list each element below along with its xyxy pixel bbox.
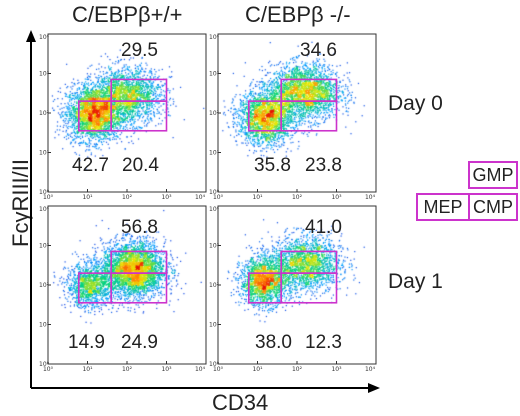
gate-gmp	[110, 78, 168, 102]
gate-pct-gmp: 41.0	[305, 217, 342, 238]
x-tick-label: 10¹	[82, 194, 93, 200]
x-tick-label: 10³	[161, 366, 172, 372]
x-tick-label: 10⁰	[213, 194, 224, 200]
row-label-day1: Day 1	[388, 270, 443, 293]
y-tick-label: 10⁰	[39, 189, 50, 196]
plot-frame	[217, 33, 377, 193]
gate-gmp	[280, 250, 338, 274]
x-axis-arrowhead	[368, 383, 380, 393]
y-tick-label: 10³	[39, 243, 50, 250]
density-scatter	[38, 200, 210, 372]
y-tick-label: 10²	[39, 110, 50, 117]
x-tick-label: 10⁴	[195, 194, 206, 200]
plot-ko-day1: 10⁰ 10⁰ 10¹ 10¹ 10² 10² 10³ 10³ 10⁴ 10⁴	[208, 200, 380, 372]
density-scatter	[38, 28, 210, 200]
x-tick-label: 10³	[331, 194, 342, 200]
y-tick-label: 10⁴	[39, 34, 50, 41]
y-tick-label: 10⁰	[209, 361, 220, 368]
density-scatter	[208, 200, 380, 372]
gate-mep	[78, 272, 113, 304]
y-tick-label: 10¹	[209, 150, 220, 157]
y-tick-label: 10⁰	[209, 189, 220, 196]
row-label-day0: Day 0	[388, 92, 443, 115]
gate-pct-gmp: 34.6	[300, 40, 337, 61]
plot-wt-day0: 10⁰ 10⁰ 10¹ 10¹ 10² 10² 10³ 10³ 10⁴ 10⁴	[38, 28, 210, 200]
x-tick-label: 10¹	[82, 366, 93, 372]
x-tick-label: 10²	[292, 194, 303, 200]
gate-pct-cmp: 12.3	[305, 332, 342, 353]
gate-mep	[248, 100, 283, 132]
gate-mep	[78, 100, 113, 132]
x-tick-label: 10¹	[252, 366, 263, 372]
x-tick-label: 10⁰	[213, 366, 224, 372]
gate-pct-cmp: 24.9	[121, 332, 158, 353]
gate-pct-cmp: 20.4	[122, 155, 159, 176]
y-tick-label: 10¹	[209, 322, 220, 329]
y-axis-arrowhead	[26, 30, 36, 42]
y-tick-label: 10²	[209, 282, 220, 289]
gate-pct-gmp: 29.5	[121, 40, 158, 61]
legend-gmp: GMP	[468, 161, 518, 189]
x-axis-label: CD34	[212, 390, 269, 415]
gate-gmp	[280, 78, 338, 102]
x-tick-label: 10⁰	[43, 366, 54, 372]
y-tick-label: 10³	[39, 71, 50, 78]
gate-pct-mep: 38.0	[255, 332, 292, 353]
y-tick-label: 10⁴	[39, 206, 50, 213]
x-tick-label: 10⁰	[43, 194, 54, 200]
y-tick-label: 10³	[209, 243, 220, 250]
y-tick-label: 10¹	[39, 150, 50, 157]
y-tick-label: 10³	[209, 71, 220, 78]
legend-cmp: CMP	[468, 193, 518, 221]
gate-cmp	[280, 100, 338, 132]
x-tick-label: 10³	[331, 366, 342, 372]
column-title-wildtype: C/EBPβ+/+	[72, 2, 183, 27]
x-tick-label: 10²	[122, 194, 133, 200]
y-tick-label: 10⁴	[209, 34, 220, 41]
gate-cmp	[110, 100, 168, 132]
gate-gmp	[110, 250, 168, 274]
x-tick-label: 10⁴	[365, 366, 376, 372]
gate-mep	[248, 272, 283, 304]
y-tick-label: 10¹	[39, 322, 50, 329]
gate-pct-mep: 14.9	[68, 332, 105, 353]
x-tick-label: 10²	[122, 366, 133, 372]
gate-pct-gmp: 56.8	[121, 217, 158, 238]
x-tick-label: 10¹	[252, 194, 263, 200]
y-tick-label: 10⁴	[209, 206, 220, 213]
density-scatter	[208, 28, 380, 200]
plot-frame	[217, 205, 377, 365]
gate-cmp	[280, 272, 338, 304]
legend-mep: MEP	[416, 193, 470, 221]
x-tick-label: 10⁴	[365, 194, 376, 200]
y-tick-label: 10⁰	[39, 361, 50, 368]
gate-pct-mep: 42.7	[72, 155, 109, 176]
column-title-knockout: C/EBPβ -/-	[245, 2, 351, 27]
x-tick-label: 10²	[292, 366, 303, 372]
plot-wt-day1: 10⁰ 10⁰ 10¹ 10¹ 10² 10² 10³ 10³ 10⁴ 10⁴	[38, 200, 210, 372]
y-tick-label: 10²	[209, 110, 220, 117]
plot-ko-day0: 10⁰ 10⁰ 10¹ 10¹ 10² 10² 10³ 10³ 10⁴ 10⁴	[208, 28, 380, 200]
gate-pct-mep: 35.8	[254, 155, 291, 176]
x-tick-label: 10³	[161, 194, 172, 200]
y-tick-label: 10²	[39, 282, 50, 289]
x-tick-label: 10⁴	[195, 366, 206, 372]
gate-pct-cmp: 23.8	[305, 155, 342, 176]
gate-cmp	[110, 272, 168, 304]
